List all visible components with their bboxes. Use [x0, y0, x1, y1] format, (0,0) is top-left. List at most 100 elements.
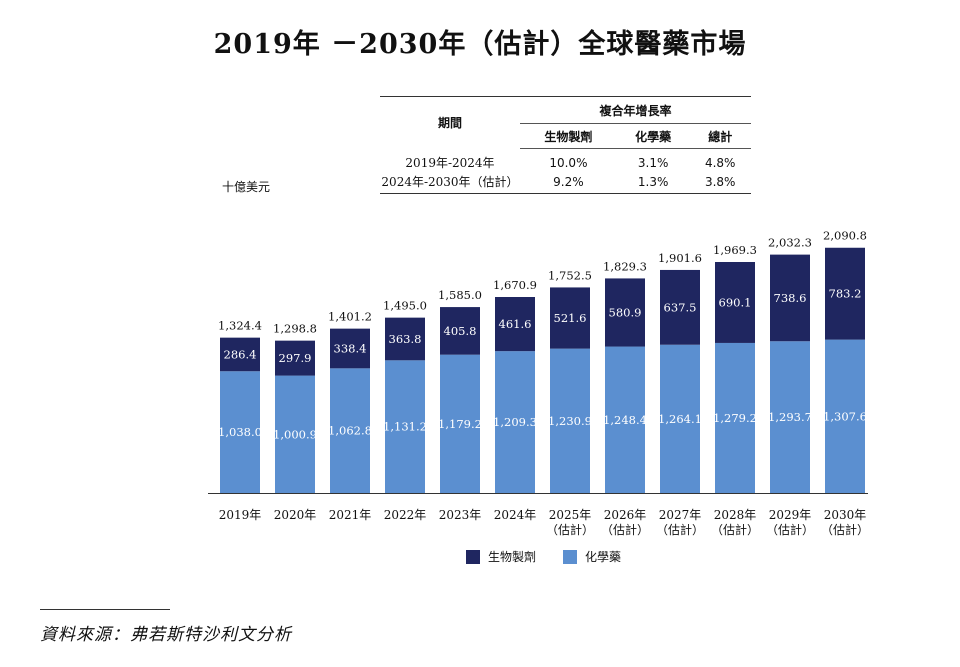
legend-item-biologics: 生物製劑	[466, 548, 536, 565]
bar-total-label: 1,298.8	[273, 322, 317, 336]
x-tick-sublabel: （估計）	[656, 522, 704, 537]
x-tick-sublabel: （估計）	[821, 522, 869, 537]
source-divider	[40, 609, 170, 610]
x-tick-label: 2020年	[274, 508, 317, 522]
bar-chemical	[495, 351, 535, 493]
cagr-cell: 10.0%	[549, 155, 588, 170]
legend-swatch-biologics	[466, 549, 480, 564]
legend-item-chemical: 化學藥	[563, 548, 621, 565]
x-tick-sublabel: （估計）	[601, 522, 649, 537]
x-tick-label: 2019年	[219, 508, 262, 522]
bar-value-label-biologics: 783.2	[829, 287, 862, 301]
x-tick-sublabel: （估計）	[711, 522, 759, 537]
bar-value-label-chemical: 1,230.9	[548, 414, 592, 428]
bar-value-label-chemical: 1,179.2	[438, 417, 482, 431]
bar-value-label-biologics: 690.1	[719, 295, 752, 309]
bar-value-label-biologics: 521.6	[554, 311, 587, 325]
x-tick-label: 2024年	[494, 508, 537, 522]
bar-chemical	[715, 342, 755, 493]
bar-biologics	[495, 297, 535, 352]
bar-total-label: 1,969.3	[713, 243, 757, 257]
cagr-table: 期間 複合年增長率 生物製劑 化學藥 總計 2019年-2024年 10.0% …	[380, 96, 751, 194]
bar-value-label-chemical: 1,062.8	[328, 424, 372, 438]
legend-label-chemical: 化學藥	[585, 550, 622, 564]
x-tick-label: 2030年	[824, 508, 867, 522]
x-tick-sublabel: （估計）	[766, 522, 814, 537]
x-tick-label: 2028年	[714, 508, 757, 522]
cagr-cell: 1.3%	[616, 172, 690, 194]
bar-chemical	[385, 360, 425, 493]
bar-biologics	[440, 307, 480, 355]
bar-total-label: 1,401.2	[328, 310, 372, 324]
source-note: 資料來源：弗若斯特沙利文分析	[40, 625, 292, 645]
bar-total-label: 1,670.9	[493, 278, 537, 292]
bar-value-label-biologics: 461.6	[499, 317, 532, 331]
bar-total-label: 1,752.5	[548, 268, 592, 282]
bar-chemical	[770, 341, 810, 493]
bar-chemical	[440, 354, 480, 493]
bar-biologics	[385, 317, 425, 361]
x-tick-label: 2023年	[439, 508, 482, 522]
bar-value-label-chemical: 1,248.4	[603, 413, 647, 427]
bar-value-label-biologics: 363.8	[389, 332, 422, 346]
legend-swatch-chemical	[563, 549, 577, 564]
cagr-header-cagr: 複合年增長率	[520, 96, 751, 124]
bar-value-label-biologics: 286.4	[224, 347, 257, 361]
x-tick-label: 2026年	[604, 508, 647, 522]
bar-value-label-biologics: 405.8	[444, 324, 477, 338]
bar-value-label-chemical: 1,279.2	[713, 411, 757, 425]
bar-chemical	[330, 368, 370, 493]
bar-total-label: 1,829.3	[603, 259, 647, 273]
cagr-cell: 9.2%	[520, 172, 617, 194]
bar-total-label: 1,585.0	[438, 288, 482, 302]
bar-biologics	[770, 254, 810, 342]
bar-value-label-biologics: 738.6	[774, 291, 807, 305]
cagr-row: 2024年-2030年（估計） 9.2% 1.3% 3.8%	[380, 172, 751, 194]
bar-chemical	[605, 346, 645, 493]
cagr-col-total: 總計	[689, 123, 751, 149]
bar-total-label: 1,324.4	[218, 319, 262, 333]
bar-chemical	[275, 375, 315, 493]
legend-label-biologics: 生物製劑	[488, 550, 537, 564]
bar-value-label-biologics: 297.9	[279, 351, 312, 365]
bar-biologics	[715, 262, 755, 343]
bar-chemical	[550, 348, 590, 493]
unit-label: 十億美元	[222, 180, 271, 194]
bar-chemical	[660, 344, 700, 493]
bar-total-label: 1,901.6	[658, 251, 702, 265]
bar-value-label-chemical: 1,209.3	[493, 415, 537, 429]
cagr-col-chemical: 化學藥	[616, 123, 690, 149]
bar-biologics	[550, 287, 590, 349]
bar-chemical	[825, 339, 865, 493]
bar-total-label: 2,090.8	[823, 229, 867, 243]
x-tick-label: 2022年	[384, 508, 427, 522]
bar-value-label-chemical: 1,264.1	[658, 412, 702, 426]
bar-biologics	[220, 337, 260, 372]
bar-value-label-chemical: 1,307.6	[823, 409, 867, 423]
cagr-cell: 3.1%	[637, 155, 669, 170]
cagr-cell: 4.8%	[704, 155, 736, 170]
x-tick-label: 2027年	[659, 508, 702, 522]
cagr-cell: 3.8%	[689, 172, 751, 194]
x-tick-label: 2029年	[769, 508, 812, 522]
x-tick-label: 2021年	[329, 508, 372, 522]
bar-biologics	[825, 247, 865, 340]
cagr-row: 2019年-2024年 10.0% 3.1% 4.8%	[380, 149, 751, 173]
bar-biologics	[605, 278, 645, 347]
bar-value-label-biologics: 637.5	[664, 300, 697, 314]
cagr-col-biologics: 生物製劑	[520, 123, 617, 149]
x-tick-label: 2025年	[549, 508, 592, 522]
bar-value-label-biologics: 338.4	[334, 341, 367, 355]
bar-value-label-chemical: 1,131.2	[383, 420, 427, 434]
cagr-row-period: 2019年-2024年	[405, 155, 495, 170]
legend: 生物製劑 化學藥	[0, 546, 960, 566]
bar-biologics	[660, 269, 700, 345]
bar-value-label-biologics: 580.9	[609, 305, 642, 319]
cagr-header-period: 期間	[380, 96, 520, 149]
bar-biologics	[330, 328, 370, 369]
chart-title: 2019年 －2030年（估計）全球醫藥市場	[213, 29, 747, 60]
bar-value-label-chemical: 1,293.7	[768, 410, 812, 424]
bar-total-label: 1,495.0	[383, 299, 427, 313]
bar-value-label-chemical: 1,038.0	[218, 425, 262, 439]
bar-biologics	[275, 340, 315, 376]
